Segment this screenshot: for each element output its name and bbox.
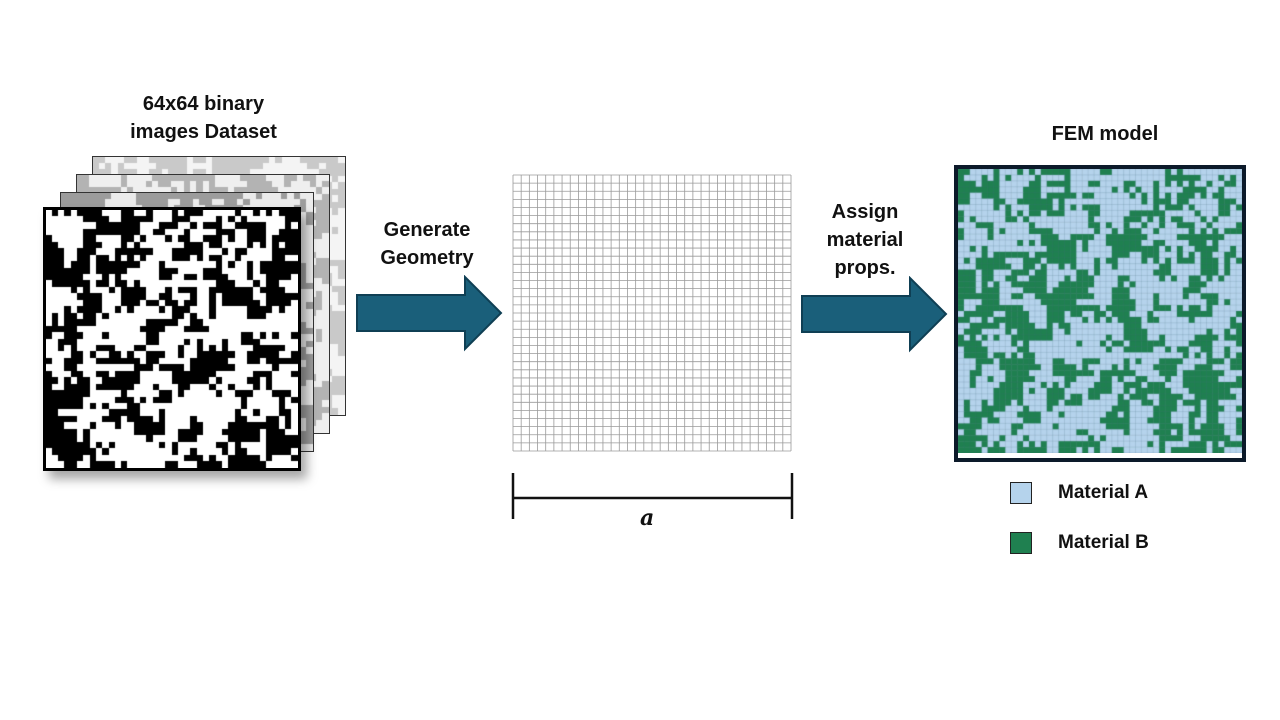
dataset-title: 64x64 binary images Dataset: [130, 93, 277, 143]
material-b-label: Material B: [1058, 532, 1149, 553]
assign-material-label: Assign material props.: [826, 201, 904, 279]
dimension-label: a: [640, 505, 655, 531]
mesh-grid: [512, 174, 792, 452]
fem-model-title: FEM model: [1051, 123, 1159, 145]
generate-geometry-label: Generate Geometry: [380, 219, 474, 269]
material-a-label: Material A: [1058, 482, 1149, 503]
material-a-swatch: [1010, 482, 1032, 504]
legend-item-material-b: Material B: [1010, 532, 1149, 554]
generate-arrow: [356, 275, 503, 352]
material-b-swatch: [1010, 532, 1032, 554]
dataset-image-front: [43, 207, 301, 471]
fem-model-panel: [954, 165, 1246, 462]
legend-item-material-a: Material A: [1010, 482, 1148, 504]
assign-arrow: [801, 276, 948, 353]
dimension-line: [511, 473, 794, 519]
